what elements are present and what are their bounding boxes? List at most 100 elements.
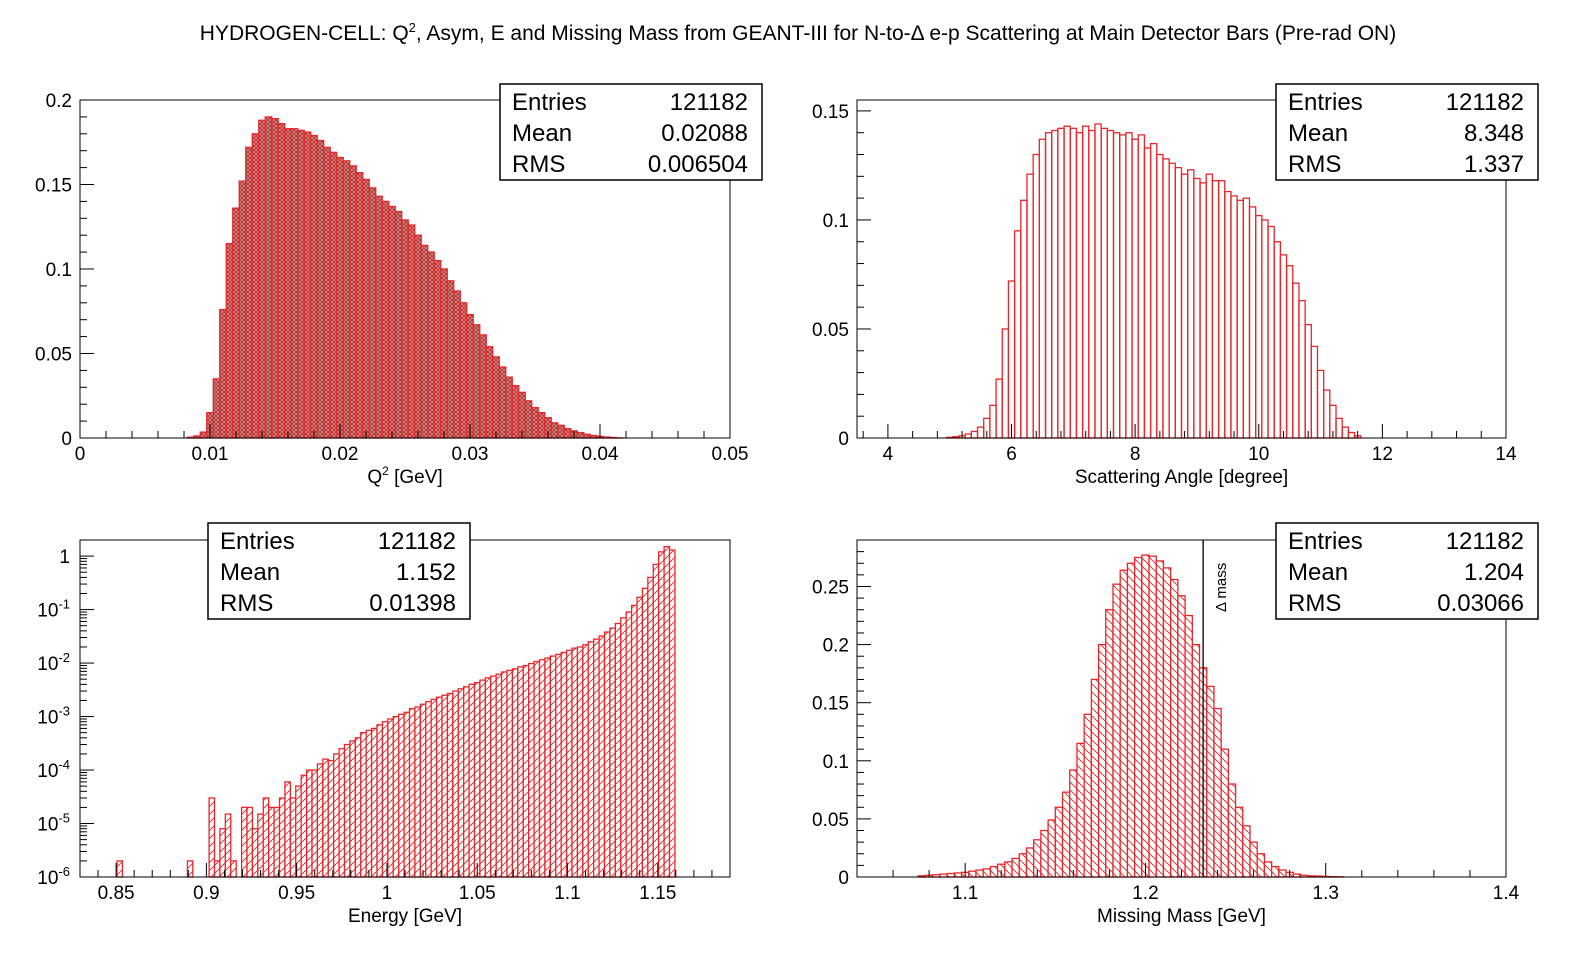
histogram-bar: [271, 117, 279, 439]
stats-value-rms: 0.01398: [369, 590, 456, 617]
histogram-bar: [441, 694, 449, 878]
y-tick-label: 1: [59, 547, 70, 568]
stats-box-frame: [1275, 522, 1539, 620]
histogram-bar: [1004, 861, 1013, 878]
stats-value-entries: 121182: [670, 89, 748, 116]
histogram-bar: [398, 713, 405, 878]
histogram-bar: [647, 576, 654, 878]
stats-label-mean: Mean: [220, 559, 280, 586]
histogram-bar: [289, 797, 297, 878]
histogram-bar: [1162, 158, 1170, 439]
histogram-bar: [433, 259, 442, 439]
histogram-bar: [1187, 169, 1195, 439]
histogram-bar: [425, 700, 432, 878]
histogram-bar: [1149, 142, 1158, 439]
histogram-bar: [1242, 197, 1251, 439]
x-tick-label: 1.2: [1132, 883, 1158, 904]
histogram-bar: [479, 679, 486, 878]
stats-value-mean: 1.152: [396, 559, 456, 586]
histogram-bar: [1242, 825, 1251, 878]
figure-title-sup: 2: [408, 20, 416, 35]
histogram-bar: [368, 187, 377, 439]
histogram-bar: [663, 546, 671, 878]
delta-mass-marker-label: Δ mass: [1213, 563, 1230, 612]
histogram-bar: [278, 797, 286, 878]
histogram-bar: [975, 869, 984, 878]
stats-label-rms: RMS: [512, 151, 565, 178]
y-tick-label: 0.1: [823, 752, 849, 773]
histogram-bar: [1026, 173, 1034, 439]
histogram-bar: [1261, 219, 1269, 439]
histogram-bar: [1143, 147, 1152, 439]
histogram-bar: [1137, 134, 1146, 439]
histogram-bar: [257, 813, 264, 878]
histogram-bar: [505, 376, 513, 439]
histogram-bar: [381, 200, 390, 439]
histogram-bar: [232, 207, 240, 439]
histogram-bar: [582, 644, 589, 878]
histogram-bar: [484, 677, 492, 878]
histogram-bar: [964, 433, 972, 439]
histogram-bar: [387, 718, 394, 878]
x-axis-label: Missing Mass [GeV]: [1097, 906, 1266, 927]
histogram-bars: [186, 116, 624, 439]
histogram-bar: [468, 683, 476, 878]
histogram-bar: [336, 156, 344, 439]
histogram-bar: [641, 587, 649, 878]
histogram-bar: [1007, 280, 1016, 439]
histogram-bar: [338, 748, 346, 878]
histogram-bar: [199, 431, 208, 439]
histogram-bars: [917, 554, 1345, 878]
histogram-bar: [116, 860, 124, 878]
histogram-bar: [238, 180, 247, 439]
y-tick-label: 0.05: [812, 810, 849, 831]
histogram-bar: [1018, 853, 1028, 878]
histogram-bar: [492, 356, 500, 439]
histogram-bar: [609, 627, 616, 878]
histogram-bar: [300, 774, 308, 878]
histogram-bar: [1119, 134, 1127, 439]
stats-box-frame: [1275, 83, 1539, 181]
histogram-bar: [1040, 829, 1049, 878]
histogram-bar: [284, 781, 291, 878]
x-tick-label: 0.03: [452, 444, 489, 465]
stats-value-entries: 121182: [1446, 528, 1524, 555]
histogram-bar: [394, 210, 403, 439]
histogram-bar: [1105, 609, 1114, 878]
y-tick-label: 0.1: [46, 260, 72, 281]
chart-energy: 0.85 0.9 0.95 1 1.05 1.1 1.15 10-6 10-5 10-4 10-3 1…: [37, 522, 731, 927]
histogram-bar: [1170, 578, 1179, 878]
x-tick-label: 0: [75, 444, 86, 465]
histogram-bar: [583, 433, 591, 439]
y-tick-label: 0.2: [46, 91, 72, 112]
histogram-bar: [1148, 555, 1157, 878]
histogram-bar: [473, 682, 481, 878]
histogram-bar: [658, 551, 665, 878]
y-tick-label: 0.1: [823, 211, 849, 232]
histogram-bar: [511, 384, 520, 439]
histogram-bar: [1211, 180, 1220, 439]
histogram-bar: [1125, 132, 1133, 439]
histogram-bar: [1217, 180, 1226, 439]
histogram-bar: [392, 715, 400, 878]
y-tick-label: 0.25: [812, 577, 849, 598]
histogram-bar: [485, 346, 494, 439]
histogram-bar: [544, 657, 551, 878]
histogram-bar: [1038, 138, 1047, 439]
histogram-bar: [303, 131, 312, 439]
histogram-bar: [349, 740, 356, 878]
histogram-bar: [1057, 127, 1065, 439]
histogram-bar: [555, 653, 562, 878]
histogram-bar: [230, 860, 237, 878]
histogram-bar: [1177, 595, 1186, 878]
x-axis-label: Q2 [GeV]: [367, 464, 442, 488]
histogram-bar: [323, 146, 331, 439]
histogram-bar: [498, 366, 507, 439]
histogram-bar: [262, 797, 270, 878]
histogram-bar: [571, 647, 579, 878]
histogram-bar: [327, 759, 335, 878]
histogram-bar: [1162, 567, 1172, 878]
histogram-bar: [376, 724, 384, 878]
histogram-bar: [1075, 132, 1084, 439]
histogram-bar: [1256, 853, 1266, 878]
